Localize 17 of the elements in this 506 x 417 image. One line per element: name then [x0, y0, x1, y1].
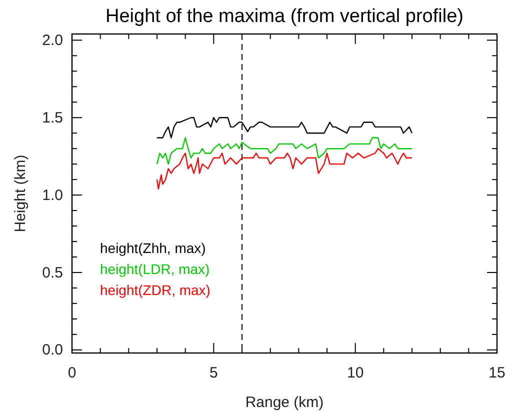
text: height(LDR, max): [100, 261, 210, 277]
x-tick-label: 10: [346, 364, 364, 382]
line-series: [156, 148, 413, 190]
y-tick-label: 0.0: [42, 342, 63, 359]
text: height(Zhh, max): [100, 240, 206, 256]
y-tick-label: 2.0: [42, 32, 63, 49]
y-tick-label: 1.5: [42, 109, 63, 126]
chart-title: Height of the maxima (from vertical profile): [106, 6, 464, 27]
x-axis-title: Range (km): [245, 394, 324, 411]
x-tick-label: 0: [68, 364, 76, 382]
y-tick-label: 1.0: [42, 186, 63, 204]
y-axis-title: Height (km): [12, 154, 29, 232]
x-tick-label: 15: [488, 364, 506, 382]
text: height(ZDR, max): [100, 282, 210, 298]
y-tick-label: 0.5: [42, 264, 63, 282]
x-tick-label: 5: [209, 364, 218, 382]
line-series: [156, 137, 413, 165]
